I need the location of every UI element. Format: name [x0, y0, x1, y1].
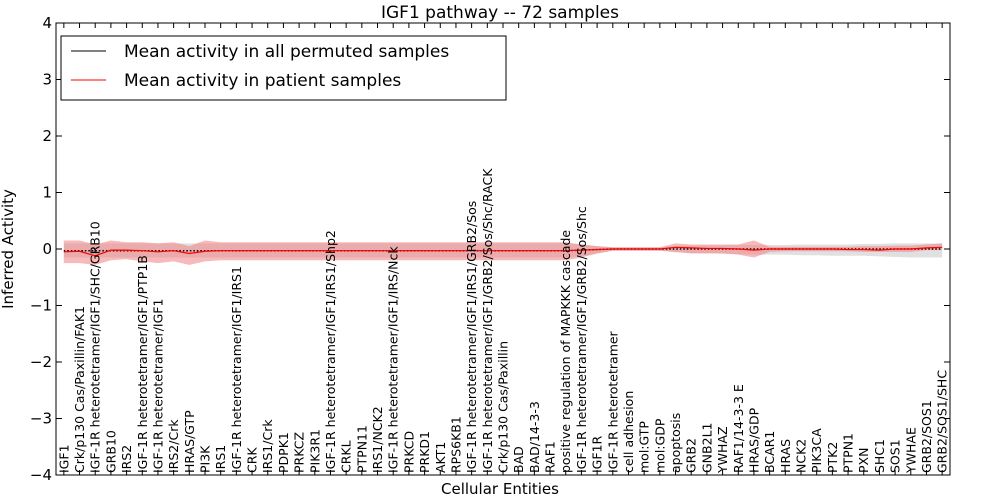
- x-tick-label: YWHAZ: [715, 426, 730, 474]
- x-tick-label: CRK: [245, 447, 260, 473]
- x-tick-label: PTK2: [825, 442, 840, 473]
- legend: Mean activity in all permuted samples Mea…: [60, 35, 507, 101]
- x-tick-label: BAD/14-3-3: [527, 401, 542, 473]
- x-tick-label: IGF-1R heterotetramer/IGF1/IRS1/GRB2/Sos: [464, 201, 479, 473]
- x-tick-label: IRS1/NCK2: [370, 406, 385, 473]
- y-tick-label: −4: [30, 466, 52, 484]
- x-tick-label: PRKD1: [417, 431, 432, 473]
- x-tick-label: NCK2: [794, 439, 809, 473]
- x-tick-label: HRAS: [778, 439, 793, 473]
- x-axis: IGF1 Crk/p130 Cas/Paxillin/FAK1 IGF-1R het…: [56, 23, 950, 475]
- x-tick-label: IGF-1R heterotetramer/IGF1/IRS1/Shp2: [323, 230, 338, 473]
- x-tick-label: IRS1/Crk: [260, 419, 275, 473]
- y-tick-label: 1: [42, 184, 52, 202]
- x-tick-label: IGF1: [56, 444, 71, 473]
- x-tick-label: IGF-1R heterotetramer/IGF1/IRS/Nck: [386, 246, 401, 473]
- x-tick-label: IGF-1R heterotetramer/IGF1/GRB2/Sos/Shc/…: [480, 168, 495, 473]
- y-tick-label: 0: [42, 240, 52, 258]
- y-tick-label: −2: [30, 353, 52, 371]
- x-tick-label: IGF-1R heterotetramer/IGF1/GRB2/Sos/Shc: [574, 206, 589, 473]
- x-tick-label: PXN: [856, 448, 871, 473]
- x-tick-label: IGF-1R heterotetramer/IGF1: [150, 299, 165, 473]
- plot-frame: [55, 22, 951, 476]
- x-tick-label: HRAS/GTP: [182, 410, 197, 473]
- x-tick-label: BCAR1: [762, 431, 777, 473]
- y-tick-label: 2: [42, 127, 52, 145]
- x-tick-label: RPS6KB1: [448, 416, 463, 473]
- x-tick-label: mol:GDP: [652, 418, 667, 473]
- x-tick-label: GRB10: [103, 430, 118, 473]
- legend-box: [60, 35, 507, 101]
- x-tick-label: AKT1: [433, 442, 448, 473]
- x-tick-label: GRB2/SOS1/SHC: [935, 370, 950, 473]
- series-line-patient: [63, 246, 943, 257]
- x-tick-label: GRB2: [684, 438, 699, 473]
- x-tick-label: PRKCD: [401, 431, 416, 473]
- x-tick-label: RAF1: [543, 441, 558, 473]
- x-tick-label: IGF-1R heterotetramer/IGF1/SHC/GRB10: [88, 221, 103, 473]
- y-axis-label: Inferred Activity: [0, 189, 17, 309]
- x-tick-label: PRKCZ: [292, 432, 307, 473]
- plot-area: [63, 240, 943, 265]
- x-tick-label: PTPN1: [841, 433, 856, 473]
- x-tick-label: BAD: [511, 446, 526, 473]
- y-tick-label: −1: [30, 297, 52, 315]
- x-tick-label: RAF1/14-3-3 E: [731, 384, 746, 473]
- x-tick-label: IGF-1R heterotetramer/IGF1/IRS1: [229, 266, 244, 473]
- x-tick-label: IRS1: [213, 445, 228, 473]
- y-axis: −4 −3 −2 −1 0 1 2 3 4: [30, 14, 950, 484]
- x-tick-label: GRB2/SOS1: [919, 400, 934, 473]
- x-tick-label: Crk/p130 Cas/Paxillin/FAK1: [72, 306, 87, 473]
- x-tick-label: HRAS/GDP: [746, 407, 761, 473]
- x-tick-label: cell adhesion: [621, 391, 636, 473]
- x-tick-label: IRS2: [119, 445, 134, 473]
- x-tick-label: apoptosis: [668, 413, 683, 473]
- y-tick-label: 4: [42, 14, 52, 32]
- y-tick-label: 3: [42, 71, 52, 89]
- x-tick-label: IGF1R: [590, 435, 605, 473]
- x-tick-label: IRS2/Crk: [166, 419, 181, 473]
- x-tick-label: positive regulation of MAPKKK cascade: [558, 230, 573, 473]
- x-tick-label: PIK3CA: [809, 428, 824, 473]
- x-tick-label: IGF-1R heterotetramer/IGF1/PTP1B: [135, 255, 150, 473]
- x-tick-label: Crk/p130 Cas/Paxillin: [496, 341, 511, 473]
- x-axis-label: Cellular Entities: [441, 480, 559, 498]
- x-tick-label: mol:GTP: [637, 421, 652, 473]
- x-tick-label: PDPK1: [276, 432, 291, 473]
- x-tick-label: CRKL: [339, 440, 354, 473]
- legend-label: Mean activity in all permuted samples: [124, 42, 449, 62]
- x-tick-label: IGF-1R heterotetramer: [605, 330, 620, 473]
- legend-label: Mean activity in patient samples: [124, 71, 401, 91]
- chart-title: IGF1 pathway -- 72 samples: [381, 3, 619, 23]
- x-tick-label: PIK3R1: [307, 429, 322, 473]
- x-tick-label: SOS1: [888, 439, 903, 473]
- x-tick-label: GNB2L1: [699, 423, 714, 473]
- band-patient: [63, 240, 943, 265]
- x-tick-label: PI3K: [198, 445, 213, 473]
- x-tick-label: PTPN11: [354, 425, 369, 473]
- x-tick-label: SHC1: [872, 439, 887, 473]
- y-tick-label: −3: [30, 410, 52, 428]
- x-tick-label: YWHAE: [903, 427, 918, 474]
